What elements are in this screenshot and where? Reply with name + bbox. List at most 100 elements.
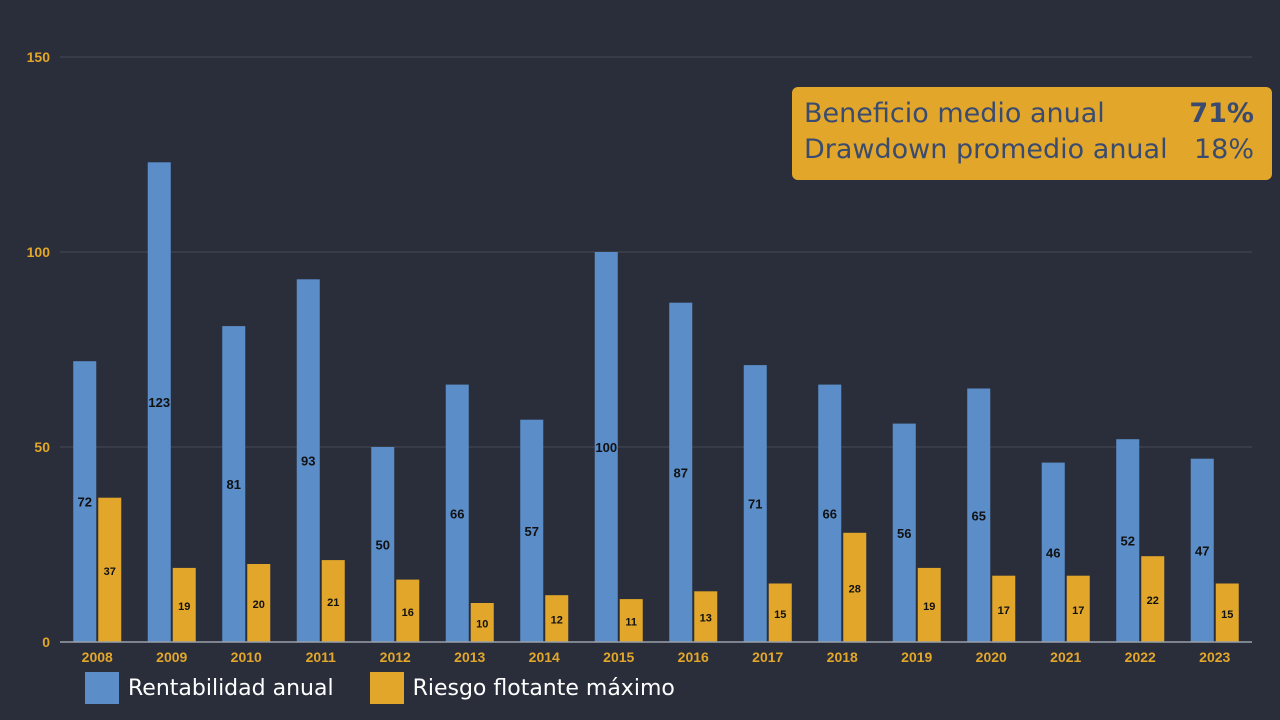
bar-rentabilidad-2008: [73, 361, 97, 642]
bar-riesgo-2014: [545, 595, 569, 642]
x-tick-label-2020: 2020: [976, 649, 1007, 665]
bar-value-label: 56: [897, 526, 911, 541]
legend-label-riesgo: Riesgo flotante máximo: [412, 675, 675, 701]
bar-value-label: 16: [402, 607, 414, 619]
bar-rentabilidad-2017: [743, 365, 767, 642]
bar-riesgo-2021: [1066, 575, 1090, 642]
bar-value-label: 21: [327, 597, 339, 609]
bar-value-label: 65: [972, 508, 986, 523]
x-tick-label-2022: 2022: [1125, 649, 1156, 665]
bar-value-label: 19: [923, 601, 935, 613]
bar-value-label: 47: [1195, 543, 1209, 558]
bar-value-label: 11: [625, 617, 637, 629]
bar-value-label: 52: [1121, 534, 1135, 549]
bar-value-label: 37: [104, 566, 116, 578]
bar-riesgo-2019: [917, 567, 941, 642]
bar-riesgo-2008: [98, 497, 122, 642]
y-tick-label: 100: [27, 244, 51, 260]
bar-value-label: 13: [700, 613, 712, 625]
bar-rentabilidad-2020: [967, 388, 991, 642]
bar-riesgo-2018: [843, 532, 867, 642]
x-tick-label-2010: 2010: [231, 649, 262, 665]
grid-lines: [60, 56, 1252, 448]
x-axis-tick-labels: 2008 2009 2010 2011 2012 2013 2014 2015 2016 2017…: [82, 649, 1231, 665]
bar-value-label: 71: [748, 497, 762, 512]
summary-value-benefit: 71%: [1189, 98, 1254, 129]
x-tick-label-2014: 2014: [529, 649, 560, 665]
x-tick-label-2021: 2021: [1050, 649, 1081, 665]
bar-value-label: 12: [551, 615, 563, 627]
summary-row-drawdown: Drawdown promedio anual 18%: [804, 132, 1254, 168]
bar-value-label: 66: [450, 506, 464, 521]
bar-value-label: 28: [849, 583, 861, 595]
bar-value-label: 57: [525, 524, 539, 539]
bar-value-label: 15: [774, 609, 786, 621]
summary-row-benefit: Beneficio medio anual 71%: [804, 96, 1254, 132]
bar-value-label: 19: [178, 601, 190, 613]
bar-rentabilidad-2013: [445, 384, 469, 642]
bar-value-label: 20: [253, 599, 265, 611]
y-tick-label: 0: [42, 634, 50, 650]
bar-rentabilidad-2012: [371, 447, 395, 642]
x-tick-label-2016: 2016: [678, 649, 709, 665]
x-tick-label-2008: 2008: [82, 649, 113, 665]
bar-rentabilidad-2022: [1116, 439, 1140, 642]
x-tick-label-2009: 2009: [156, 649, 187, 665]
bar-value-label: 87: [674, 465, 688, 480]
bar-rentabilidad-2014: [520, 419, 544, 642]
bar-value-label: 46: [1046, 545, 1060, 560]
bar-rentabilidad-2018: [818, 384, 842, 642]
summary-box: Beneficio medio anual 71% Drawdown prome…: [792, 87, 1272, 180]
x-tick-label-2019: 2019: [901, 649, 932, 665]
bar-riesgo-2015: [619, 599, 643, 642]
bar-value-label: 22: [1147, 595, 1159, 607]
bar-riesgo-2013: [470, 603, 494, 642]
bar-value-label: 17: [1072, 605, 1084, 617]
bar-value-label: 17: [998, 605, 1010, 617]
bar-riesgo-2016: [694, 591, 718, 642]
bar-rentabilidad-2011: [296, 279, 320, 642]
y-tick-label: 150: [27, 49, 51, 65]
x-tick-label-2017: 2017: [752, 649, 783, 665]
bar-rentabilidad-2023: [1190, 458, 1214, 642]
bar-value-label: 15: [1221, 609, 1233, 621]
bar-riesgo-2023: [1215, 583, 1239, 642]
summary-label-benefit: Beneficio medio anual: [804, 98, 1105, 129]
bar-value-label: 10: [476, 619, 488, 631]
bar-riesgo-2020: [992, 575, 1016, 642]
legend-swatch-blue: [85, 672, 119, 704]
bar-riesgo-2010: [247, 564, 271, 642]
x-tick-label-2012: 2012: [380, 649, 411, 665]
bars: [73, 162, 1239, 643]
x-tick-label-2011: 2011: [306, 649, 337, 665]
bar-chart: 0 50 100 150 72 37 123 19 81 20 93 21 50 16 66 10 57 12 1…: [27, 49, 1252, 665]
y-axis-tick-labels: 0 50 100 150: [27, 49, 51, 650]
bar-value-label: 72: [78, 495, 92, 510]
bar-rentabilidad-2015: [594, 252, 618, 642]
bar-value-label: 66: [823, 506, 837, 521]
bar-riesgo-2017: [768, 583, 792, 642]
bar-value-label: 81: [227, 477, 241, 492]
x-tick-label-2015: 2015: [603, 649, 634, 665]
x-tick-label-2023: 2023: [1199, 649, 1230, 665]
bar-value-label: 50: [376, 538, 390, 553]
bar-value-label: 123: [148, 395, 170, 410]
y-tick-label: 50: [34, 439, 50, 455]
summary-label-drawdown: Drawdown promedio anual: [804, 134, 1168, 165]
bar-riesgo-2022: [1141, 556, 1165, 642]
x-tick-label-2018: 2018: [827, 649, 858, 665]
x-tick-label-2013: 2013: [454, 649, 485, 665]
bar-value-labels: 72 37 123 19 81 20 93 21 50 16 66 10 57 12 100 11 87 13 71…: [78, 395, 1234, 630]
bar-rentabilidad-2009: [147, 162, 171, 643]
bar-rentabilidad-2021: [1041, 462, 1065, 642]
legend-swatch-orange: [369, 672, 404, 704]
bar-riesgo-2011: [321, 560, 345, 642]
legend-item-rentabilidad: Rentabilidad anual: [85, 672, 334, 704]
bar-value-label: 93: [301, 454, 315, 469]
summary-value-drawdown: 18%: [1193, 134, 1254, 165]
legend-label-rentabilidad: Rentabilidad anual: [128, 675, 334, 701]
bar-rentabilidad-2010: [222, 326, 246, 642]
legend-item-riesgo: Riesgo flotante máximo: [369, 672, 675, 704]
bar-value-label: 100: [595, 440, 617, 455]
bar-rentabilidad-2016: [669, 302, 693, 642]
